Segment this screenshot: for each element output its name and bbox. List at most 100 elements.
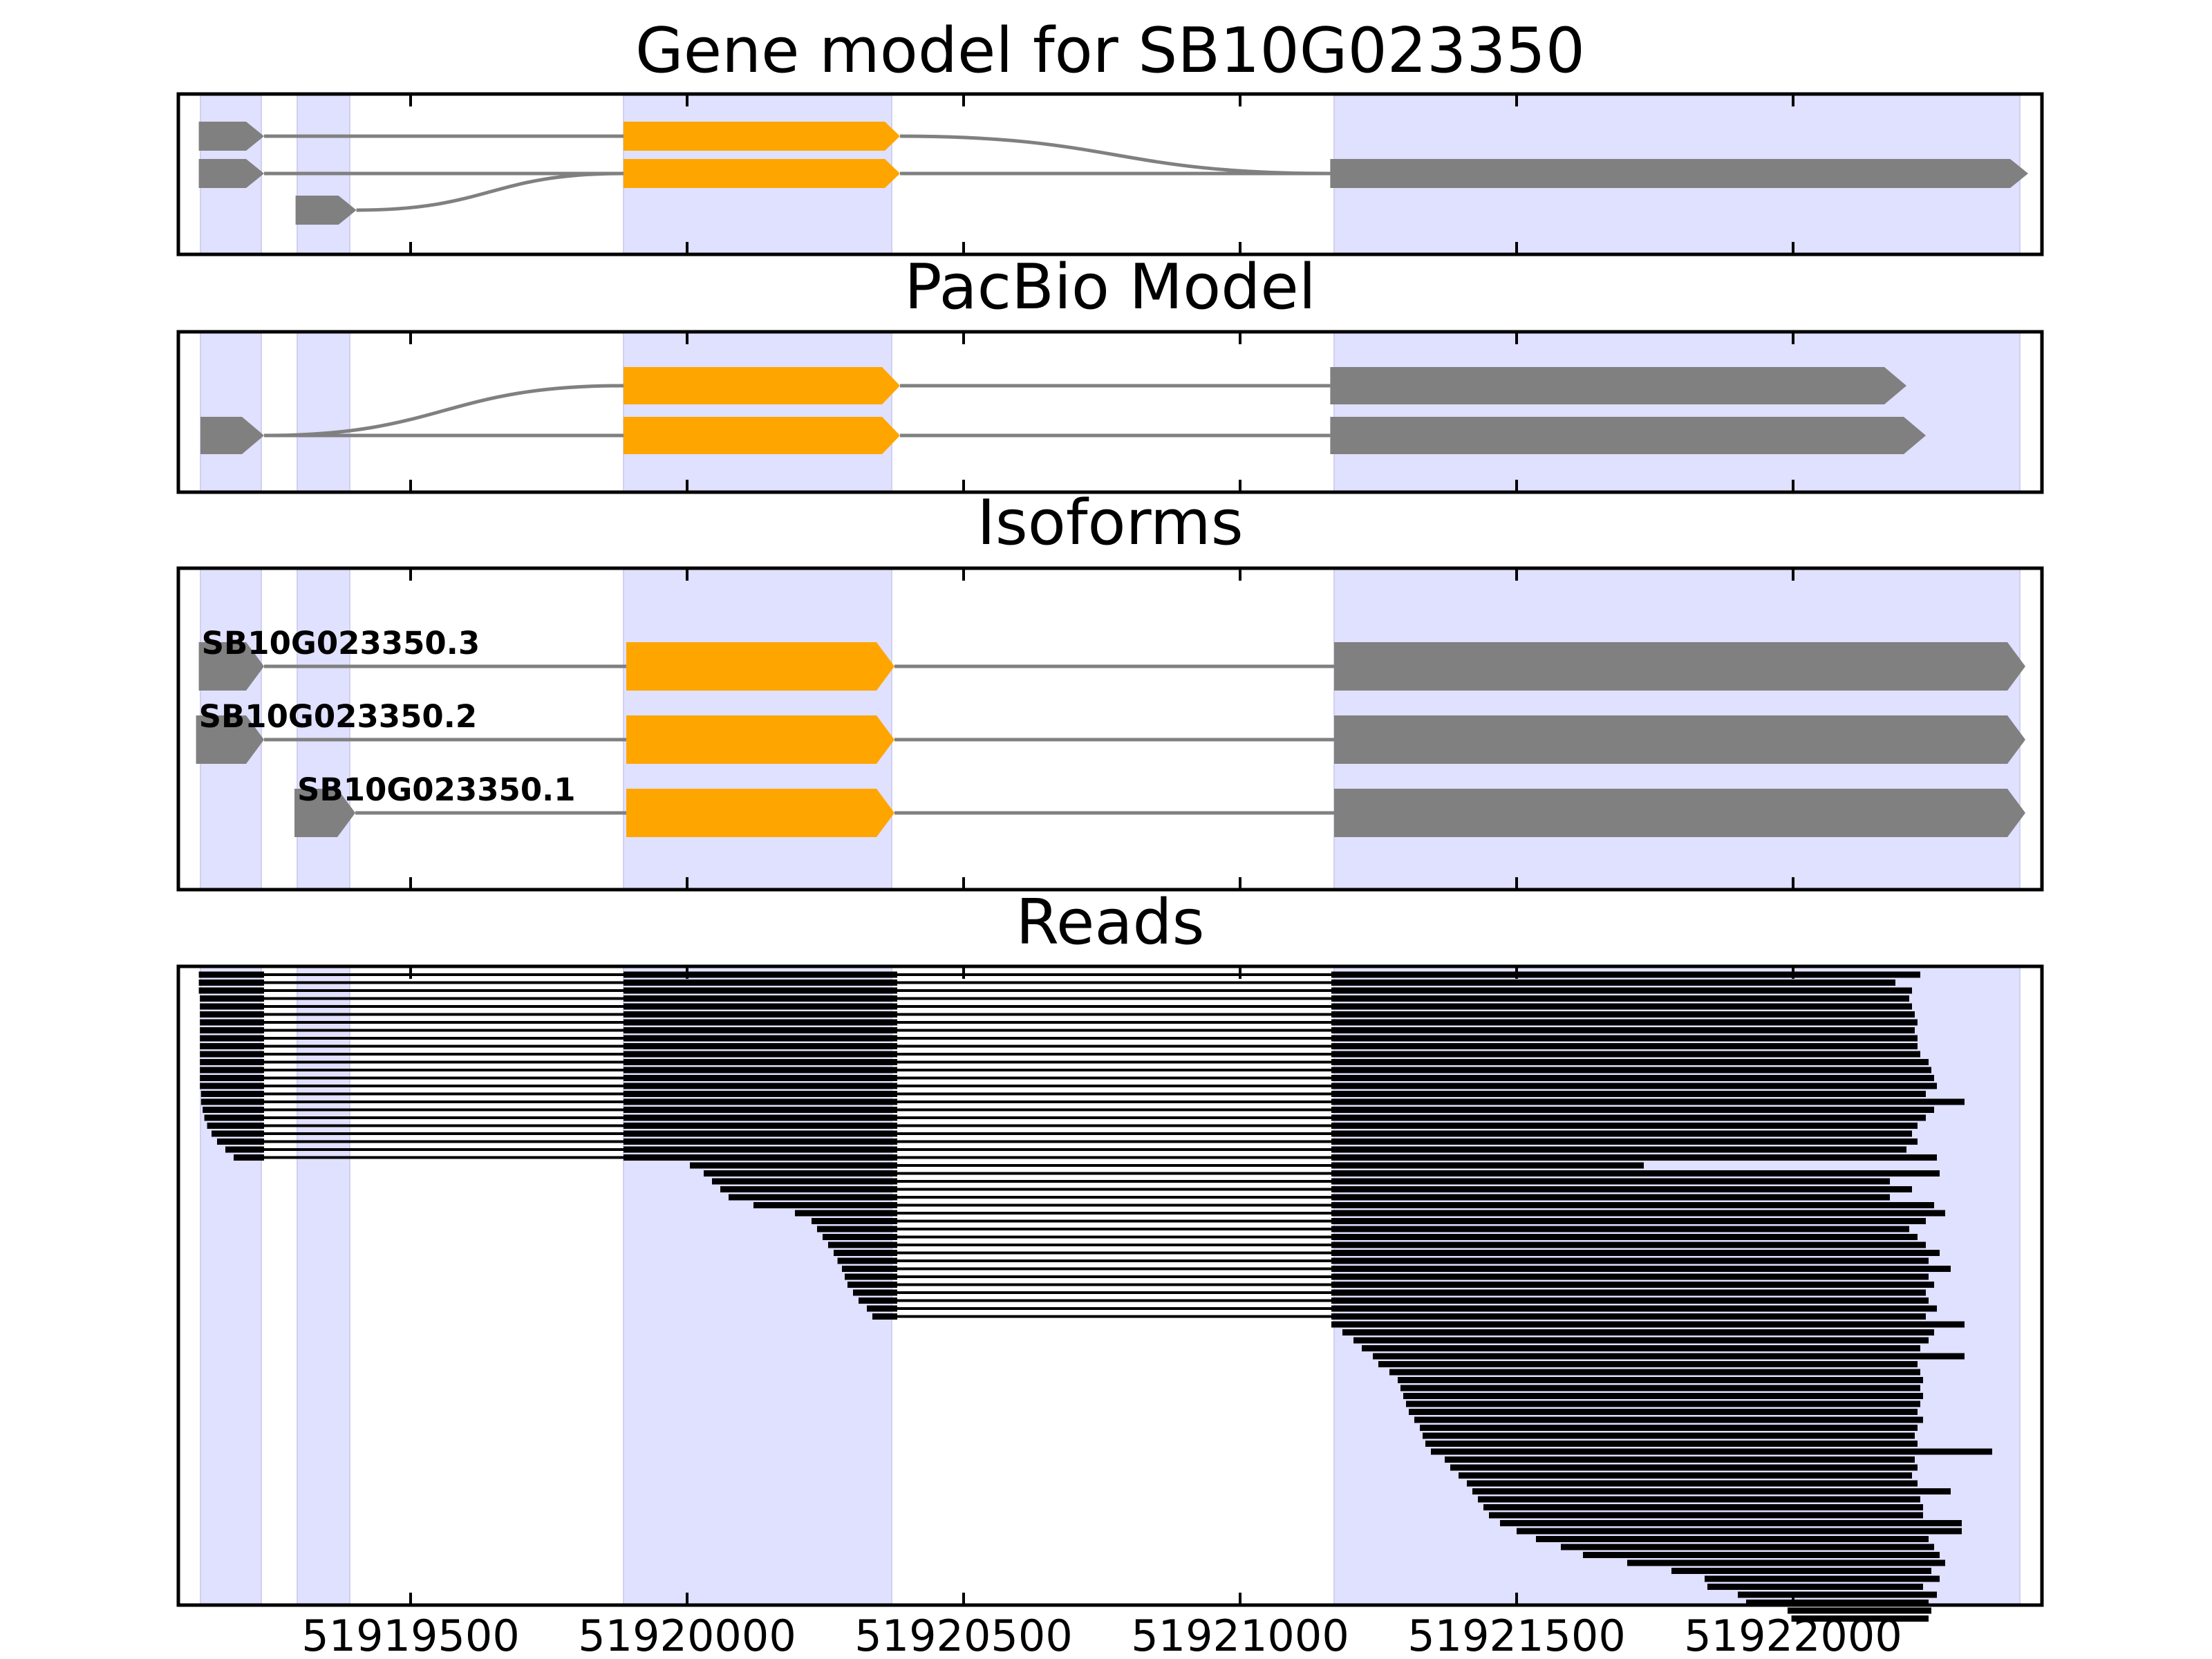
cds-exon — [624, 367, 900, 404]
read-exon — [837, 1257, 897, 1264]
highlight-region — [623, 331, 892, 493]
highlight-region — [297, 331, 350, 493]
read-exon — [1403, 1393, 1923, 1399]
read-exon — [1362, 1345, 1920, 1351]
read-exon — [198, 987, 264, 994]
read-exon — [1400, 1385, 1920, 1391]
cds-exon — [624, 417, 900, 454]
utr-exon — [198, 159, 264, 188]
x-tick-label: 51919500 — [301, 1611, 520, 1659]
utr-exon — [295, 196, 357, 225]
isoform-label: SB10G023350.2 — [199, 698, 478, 735]
read-exon — [1423, 1432, 1915, 1439]
panel-2: PacBio Model — [176, 251, 2044, 494]
read-exon — [1331, 987, 1912, 994]
read-exon — [1331, 1043, 1918, 1049]
highlight-region — [1333, 331, 2021, 493]
read-exon — [1331, 1313, 1926, 1320]
read-exon — [842, 1266, 897, 1272]
read-exon — [1478, 1496, 1920, 1503]
read-exon — [624, 1075, 897, 1081]
read-exon — [200, 1067, 264, 1074]
utr-exon — [198, 642, 264, 691]
read-exon — [204, 1114, 264, 1121]
isoform-label: SB10G023350.1 — [297, 771, 576, 808]
read-exon — [1472, 1488, 1951, 1494]
read-exon — [1331, 1186, 1912, 1192]
read-exon — [795, 1210, 897, 1217]
read-exon — [872, 1313, 897, 1320]
read-exon — [200, 1098, 264, 1105]
read-exon — [1331, 1051, 1920, 1058]
cds-exon — [626, 789, 894, 837]
panel-title: Isoforms — [977, 487, 1243, 559]
read-exon — [834, 1250, 897, 1256]
read-exon — [1389, 1369, 1920, 1376]
utr-exon — [1330, 159, 2028, 188]
read-exon — [200, 1075, 264, 1081]
utr-exon — [1330, 367, 1906, 404]
read-exon — [1483, 1504, 1923, 1510]
x-tick-label: 51920000 — [578, 1611, 796, 1659]
read-exon — [1331, 995, 1909, 1002]
x-tick-label: 51920500 — [854, 1611, 1073, 1659]
read-exon — [859, 1297, 897, 1304]
read-exon — [200, 1051, 264, 1058]
read-exon — [853, 1289, 897, 1296]
read-exon — [624, 1082, 897, 1089]
read-exon — [1331, 1067, 1931, 1074]
read-exon — [753, 1202, 897, 1208]
read-exon — [1331, 1282, 1934, 1288]
x-tick-label: 51921500 — [1407, 1611, 1626, 1659]
read-exon — [1331, 1082, 1937, 1089]
read-exon — [234, 1154, 264, 1161]
utr-exon — [294, 789, 355, 837]
utr-exon — [196, 715, 264, 764]
read-exon — [212, 1130, 264, 1137]
read-exon — [200, 1091, 264, 1097]
read-exon — [624, 1035, 897, 1042]
x-tick-label: 51921000 — [1131, 1611, 1349, 1659]
cds-exon — [624, 159, 900, 188]
panel-frame — [176, 964, 2044, 1607]
read-exon — [624, 1123, 897, 1129]
x-tick-label: 51922000 — [1684, 1611, 1902, 1659]
read-exon — [1331, 1154, 1937, 1161]
read-exon — [217, 1138, 264, 1145]
isoform-label: SB10G023350.3 — [202, 625, 480, 662]
read-exon — [1331, 1098, 1965, 1105]
read-exon — [200, 1082, 264, 1089]
read-exon — [624, 1051, 897, 1058]
panel-frame — [176, 92, 2044, 256]
read-exon — [845, 1273, 897, 1280]
read-exon — [1450, 1464, 1918, 1471]
read-exon — [203, 1107, 264, 1113]
read-exon — [1331, 1210, 1945, 1217]
read-exon — [704, 1170, 897, 1177]
read-exon — [1373, 1353, 1965, 1360]
panel-4: Reads — [176, 886, 2044, 1622]
read-exon — [1331, 1138, 1918, 1145]
read-exon — [1536, 1536, 1929, 1542]
read-exon — [1331, 1035, 1918, 1042]
read-exon — [1331, 980, 1895, 986]
read-exon — [1331, 1297, 1929, 1304]
read-exon — [1500, 1520, 1962, 1526]
read-exon — [624, 1091, 897, 1097]
read-exon — [1331, 971, 1920, 978]
read-exon — [1331, 1027, 1915, 1033]
read-exon — [1489, 1512, 1923, 1519]
read-exon — [1671, 1568, 1931, 1574]
read-exon — [624, 1003, 897, 1010]
read-exon — [1331, 1194, 1890, 1201]
read-exon — [1791, 1615, 1929, 1622]
read-exon — [624, 987, 897, 994]
panel-title: PacBio Model — [904, 251, 1316, 324]
read-exon — [1331, 1257, 1929, 1264]
read-exon — [1331, 1218, 1926, 1224]
read-exon — [624, 1146, 897, 1153]
read-exon — [1517, 1528, 1962, 1535]
read-exon — [729, 1194, 897, 1201]
read-exon — [200, 1011, 264, 1018]
